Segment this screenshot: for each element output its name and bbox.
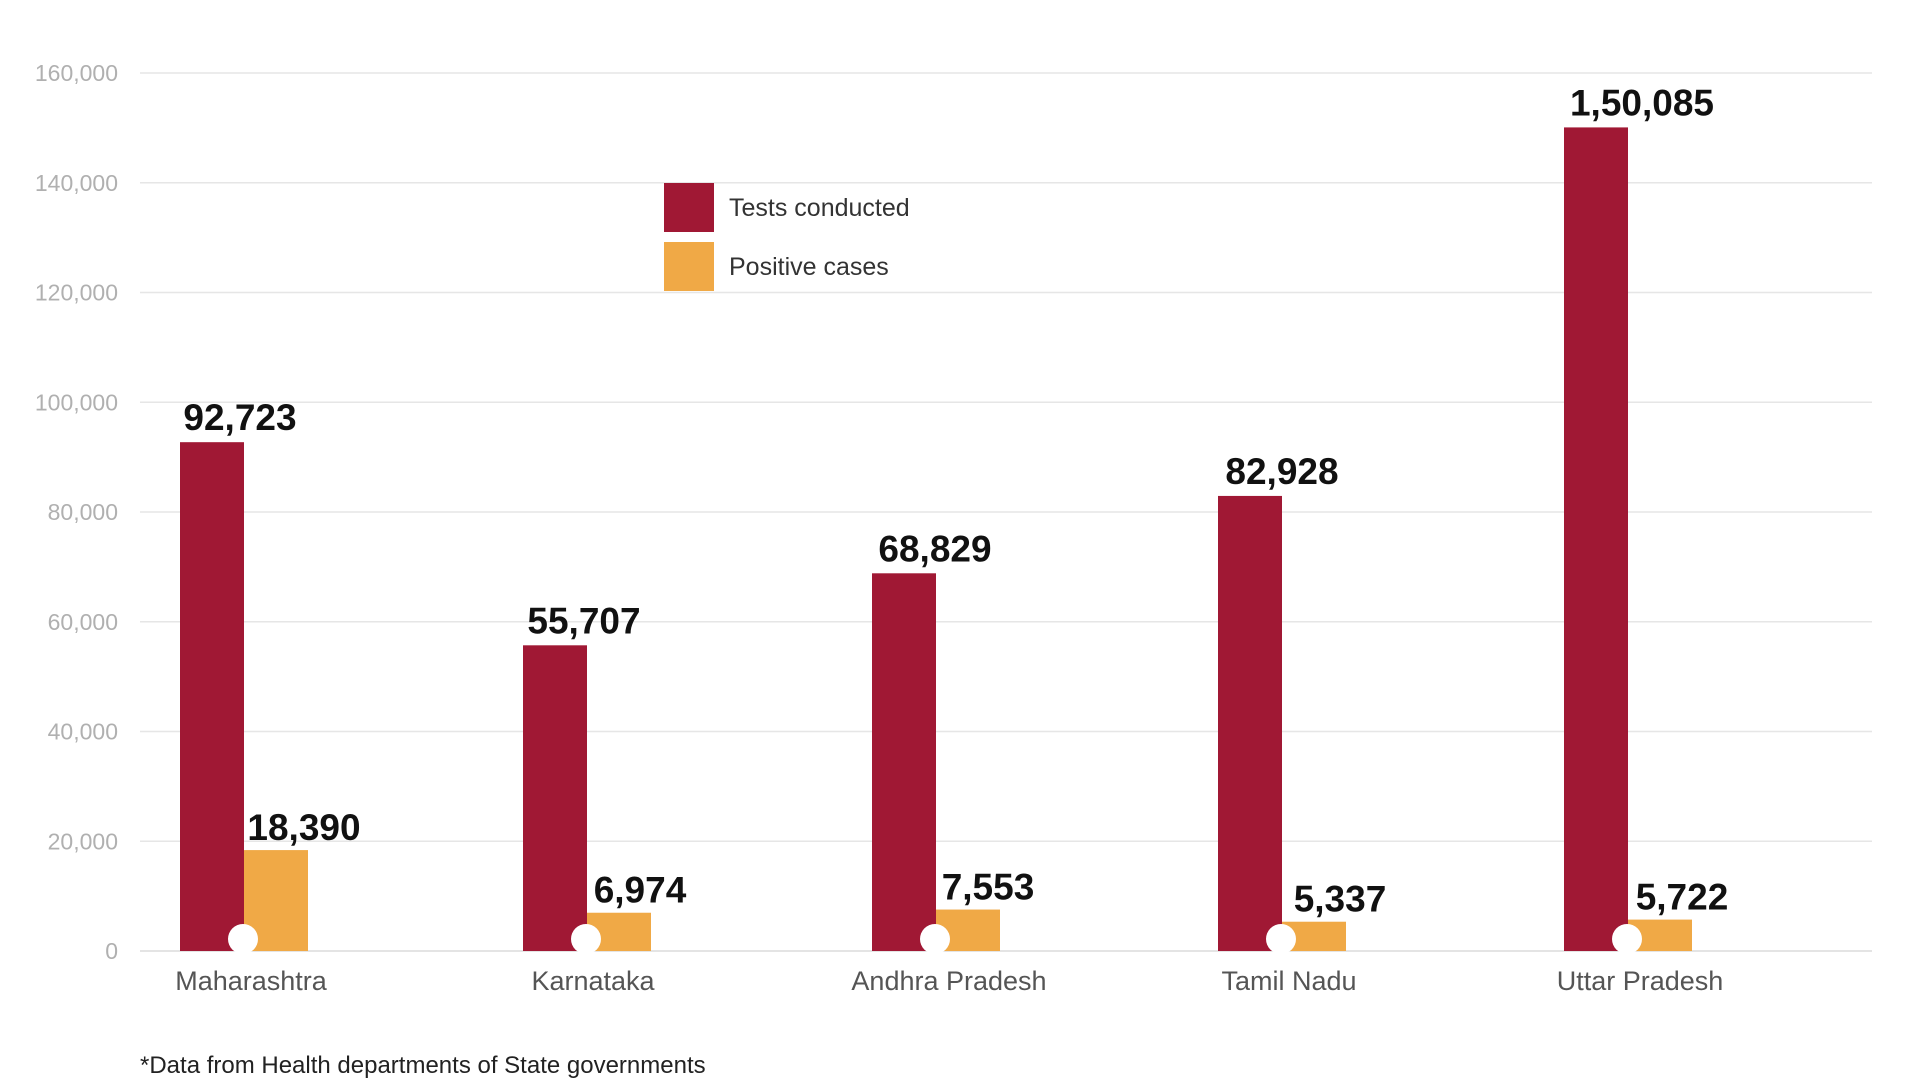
x-category-label: Tamil Nadu [1221,966,1356,996]
marker-dot [228,924,258,954]
bar-tests [180,442,244,951]
y-tick-label: 80,000 [48,499,118,525]
grid [140,72,1872,952]
marker-dot [1612,924,1642,954]
legend-label: Positive cases [729,253,889,281]
data-label: 5,722 [1636,877,1729,918]
data-label: 82,928 [1225,451,1338,492]
x-category-label: Uttar Pradesh [1557,966,1724,996]
y-tick-label: 20,000 [48,828,118,854]
y-tick-label: 140,000 [35,170,118,196]
bar-tests [1218,495,1282,951]
y-tick-label: 120,000 [35,280,118,306]
y-tick-label: 40,000 [48,719,118,745]
x-category-label: Karnataka [531,966,655,996]
data-label: 1,50,085 [1570,82,1714,123]
legend-swatch-positive [664,242,714,291]
bar-tests [1564,127,1628,951]
data-label: 18,390 [247,807,360,848]
legend: Tests conducted Positive cases [664,183,910,291]
x-category-label: Maharashtra [175,966,328,996]
data-labels: 92,723 55,707 68,829 82,928 1,50,085 18,390 6,… [183,82,1728,919]
data-label: 7,553 [942,867,1035,908]
marker-dot [920,924,950,954]
marker-dot [1266,924,1296,954]
data-label: 92,723 [183,397,296,438]
bar-tests [523,645,587,951]
legend-swatch-tests [664,183,714,232]
y-tick-label: 100,000 [35,389,118,415]
data-label: 55,707 [527,600,640,641]
x-category-label: Andhra Pradesh [851,966,1046,996]
y-tick-label: 60,000 [48,609,118,635]
marker-dot [571,924,601,954]
data-label: 6,974 [594,870,687,911]
y-tick-label: 160,000 [35,60,118,86]
x-axis: Maharashtra Karnataka Andhra Pradesh Tamil … [175,966,1723,996]
data-label: 5,337 [1294,879,1387,920]
y-tick-label: 0 [105,938,118,964]
y-axis: 0 20,000 40,000 60,000 80,000 100,000 120,000 1… [35,60,118,964]
legend-label: Tests conducted [729,194,910,222]
footnote: *Data from Health departments of State g… [140,1052,706,1079]
data-label: 68,829 [878,528,991,569]
bars [180,127,1692,954]
bar-tests [872,573,936,951]
